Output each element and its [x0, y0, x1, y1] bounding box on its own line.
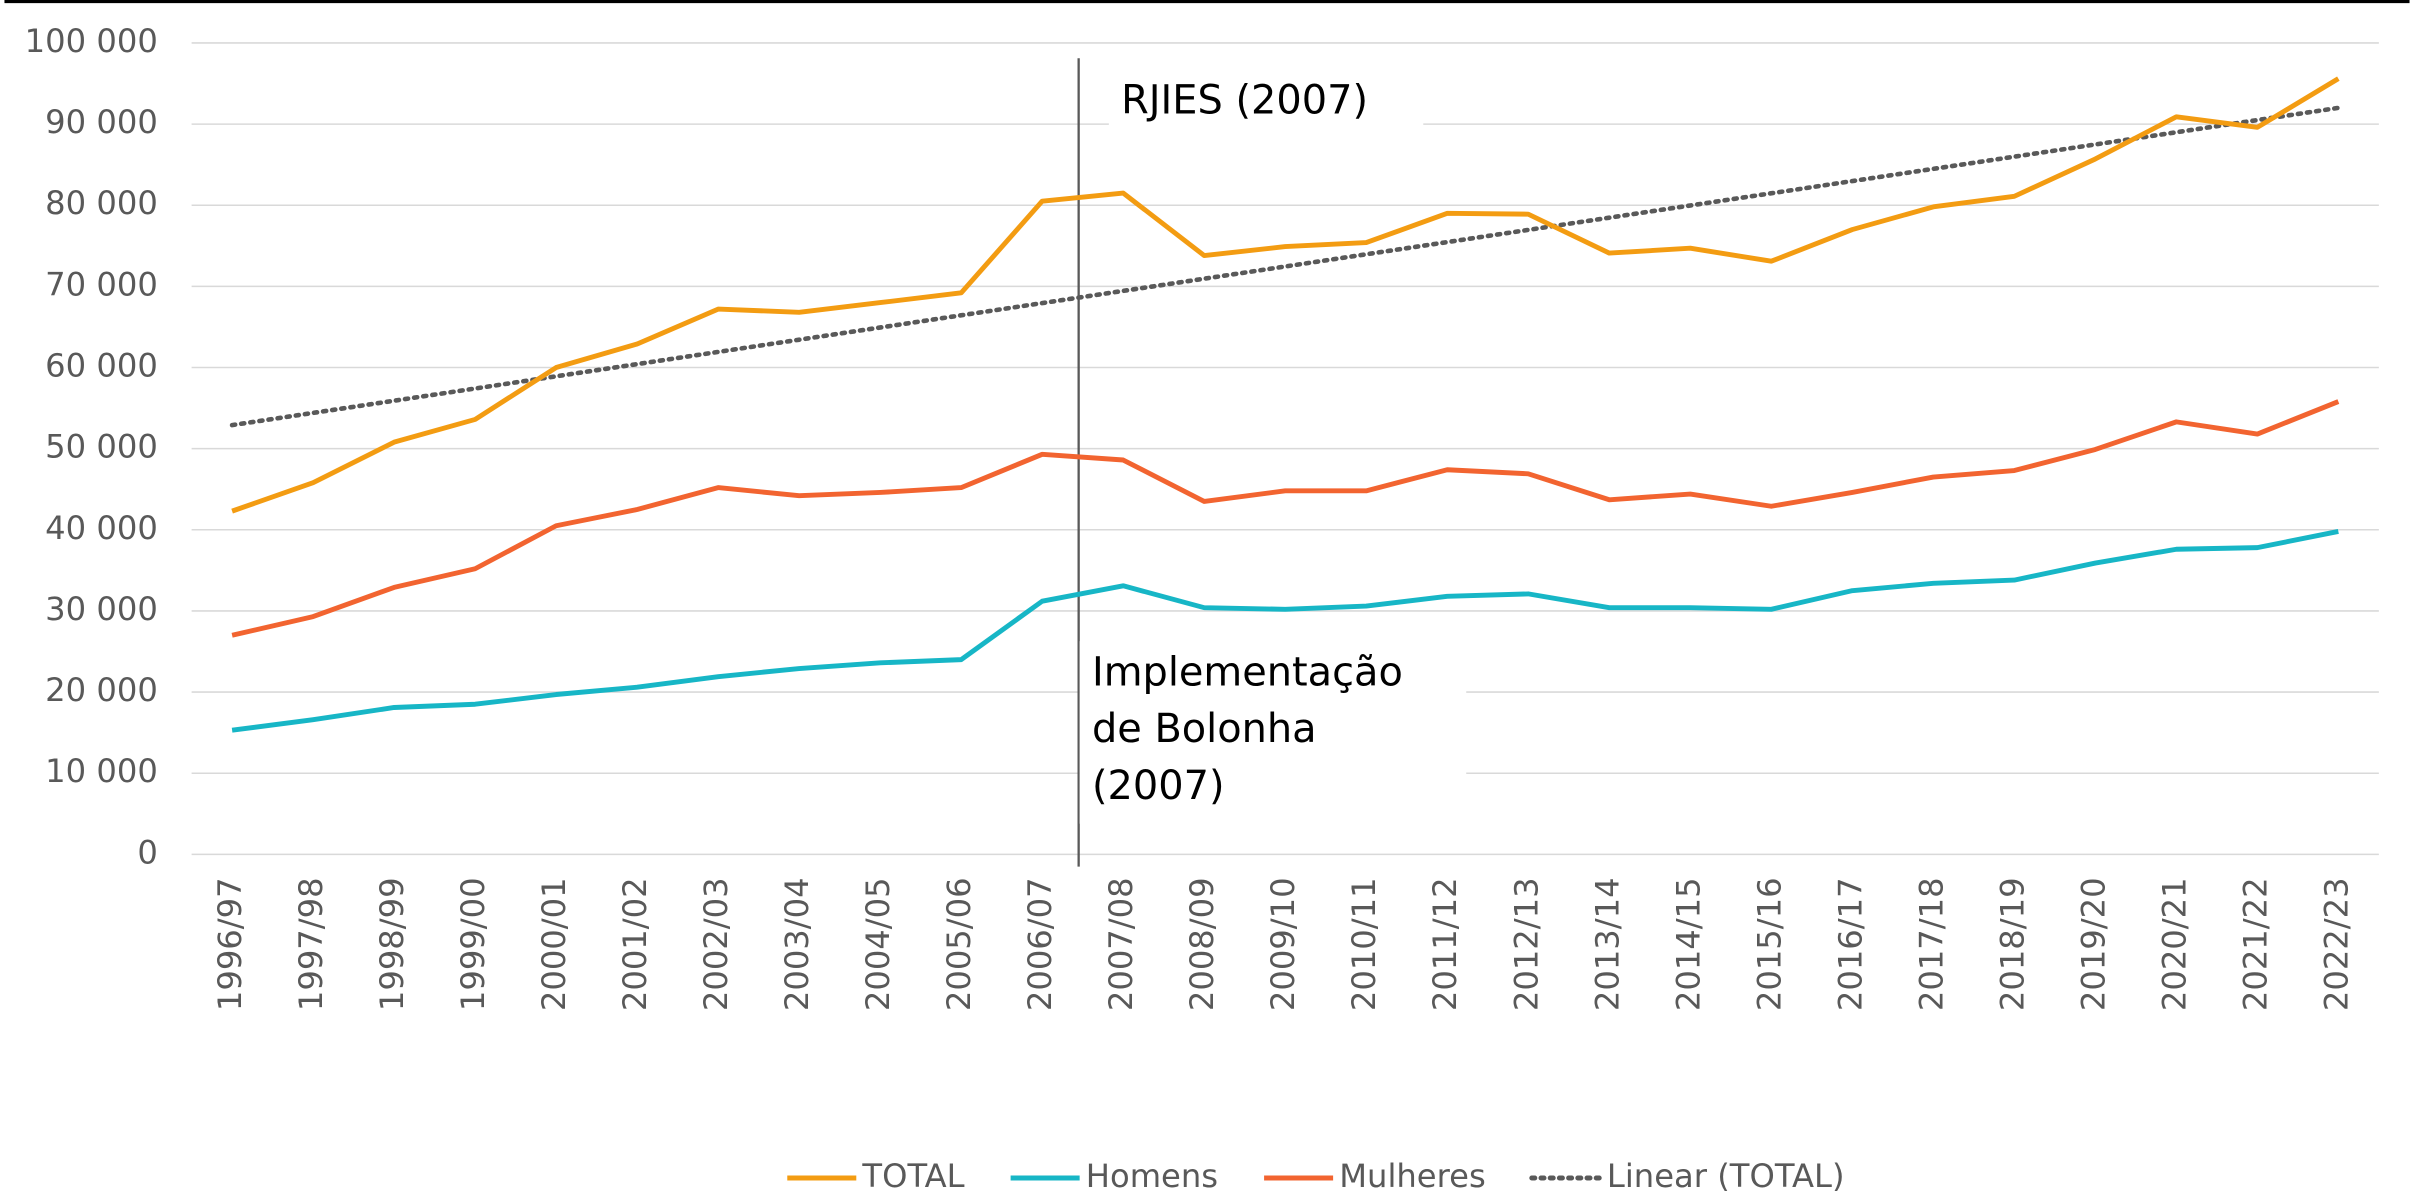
annotation: Implementação — [1092, 649, 1403, 695]
x-tick-label: 2011/12 — [1426, 877, 1464, 1011]
y-tick-label: 40 000 — [45, 509, 158, 547]
y-tick-label: 60 000 — [45, 347, 158, 385]
x-tick-label: 2001/02 — [616, 877, 654, 1011]
x-tick-label: 2008/09 — [1183, 877, 1221, 1011]
x-tick-label: 2014/15 — [1669, 877, 1707, 1011]
y-tick-label: 0 — [137, 833, 158, 871]
annotation: de Bolonha — [1092, 706, 1317, 752]
annotation-bg — [1079, 641, 1467, 824]
series-line — [231, 76, 2340, 514]
x-tick-label: 2004/05 — [859, 877, 897, 1011]
legend-label: Linear (TOTAL) — [1607, 1157, 1845, 1195]
trendline — [229, 105, 2341, 428]
x-tick-label: 2010/11 — [1345, 877, 1383, 1011]
x-tick-label: 2016/17 — [1831, 877, 1869, 1011]
x-tick-label: 2000/01 — [535, 877, 573, 1011]
annotation: RJIES (2007) — [1121, 77, 1368, 123]
y-tick-label: 70 000 — [45, 265, 158, 303]
x-tick-label: 2002/03 — [697, 877, 735, 1011]
legend-label: TOTAL — [861, 1157, 964, 1195]
x-tick-label: 2018/19 — [1993, 877, 2031, 1011]
x-tick-label: 2019/20 — [2074, 877, 2112, 1011]
x-tick-label: 2005/06 — [940, 877, 978, 1011]
y-tick-label: 100 000 — [25, 22, 158, 60]
background — [4, 0, 2410, 1201]
x-tick-label: 2013/14 — [1588, 877, 1626, 1011]
y-tick-label: 10 000 — [45, 752, 158, 790]
legend-label: Homens — [1086, 1157, 1218, 1195]
y-tick-label: 30 000 — [45, 590, 158, 628]
x-tick-label: 2022/23 — [2317, 877, 2355, 1011]
annotation-bg — [1108, 69, 1424, 139]
y-tick-label: 80 000 — [45, 184, 158, 222]
x-tick-label: 2009/10 — [1264, 877, 1302, 1011]
annotation: (2007) — [1092, 763, 1225, 809]
x-tick-label: 2015/16 — [1750, 877, 1788, 1011]
x-tick-label: 1999/00 — [454, 877, 492, 1011]
legend: TOTAL Homens Mulheres Linear (TOTAL) — [787, 1157, 1845, 1195]
series-line — [231, 529, 2339, 733]
x-tick-label: 2017/18 — [1912, 877, 1950, 1011]
series-line — [231, 399, 2340, 638]
x-tick-label: 2020/21 — [2155, 877, 2193, 1011]
x-tick-label: 1996/97 — [211, 877, 249, 1011]
x-tick-label: 1998/99 — [373, 877, 411, 1011]
x-tick-label: 1997/98 — [292, 877, 330, 1011]
y-tick-label: 50 000 — [45, 428, 158, 466]
x-tick-label: 2012/13 — [1507, 877, 1545, 1011]
x-tick-label: 2007/08 — [1102, 877, 1140, 1011]
x-tick-label: 2003/04 — [778, 877, 816, 1011]
y-tick-label: 20 000 — [45, 671, 158, 709]
y-tick-label: 90 000 — [45, 103, 158, 141]
x-tick-label: 2021/22 — [2236, 877, 2274, 1011]
x-tick-label: 2006/07 — [1021, 877, 1059, 1011]
legend-label: Mulheres — [1339, 1157, 1486, 1195]
